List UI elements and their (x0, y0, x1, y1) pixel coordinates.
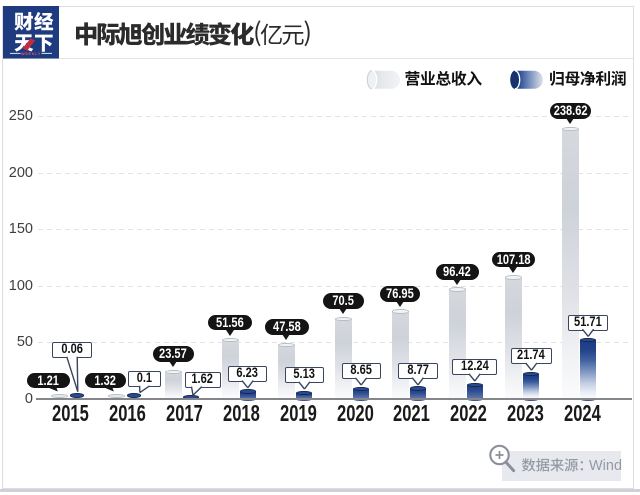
svg-text:Wind: Wind (589, 458, 622, 474)
svg-text:WEEKLY: WEEKLY (21, 51, 41, 56)
